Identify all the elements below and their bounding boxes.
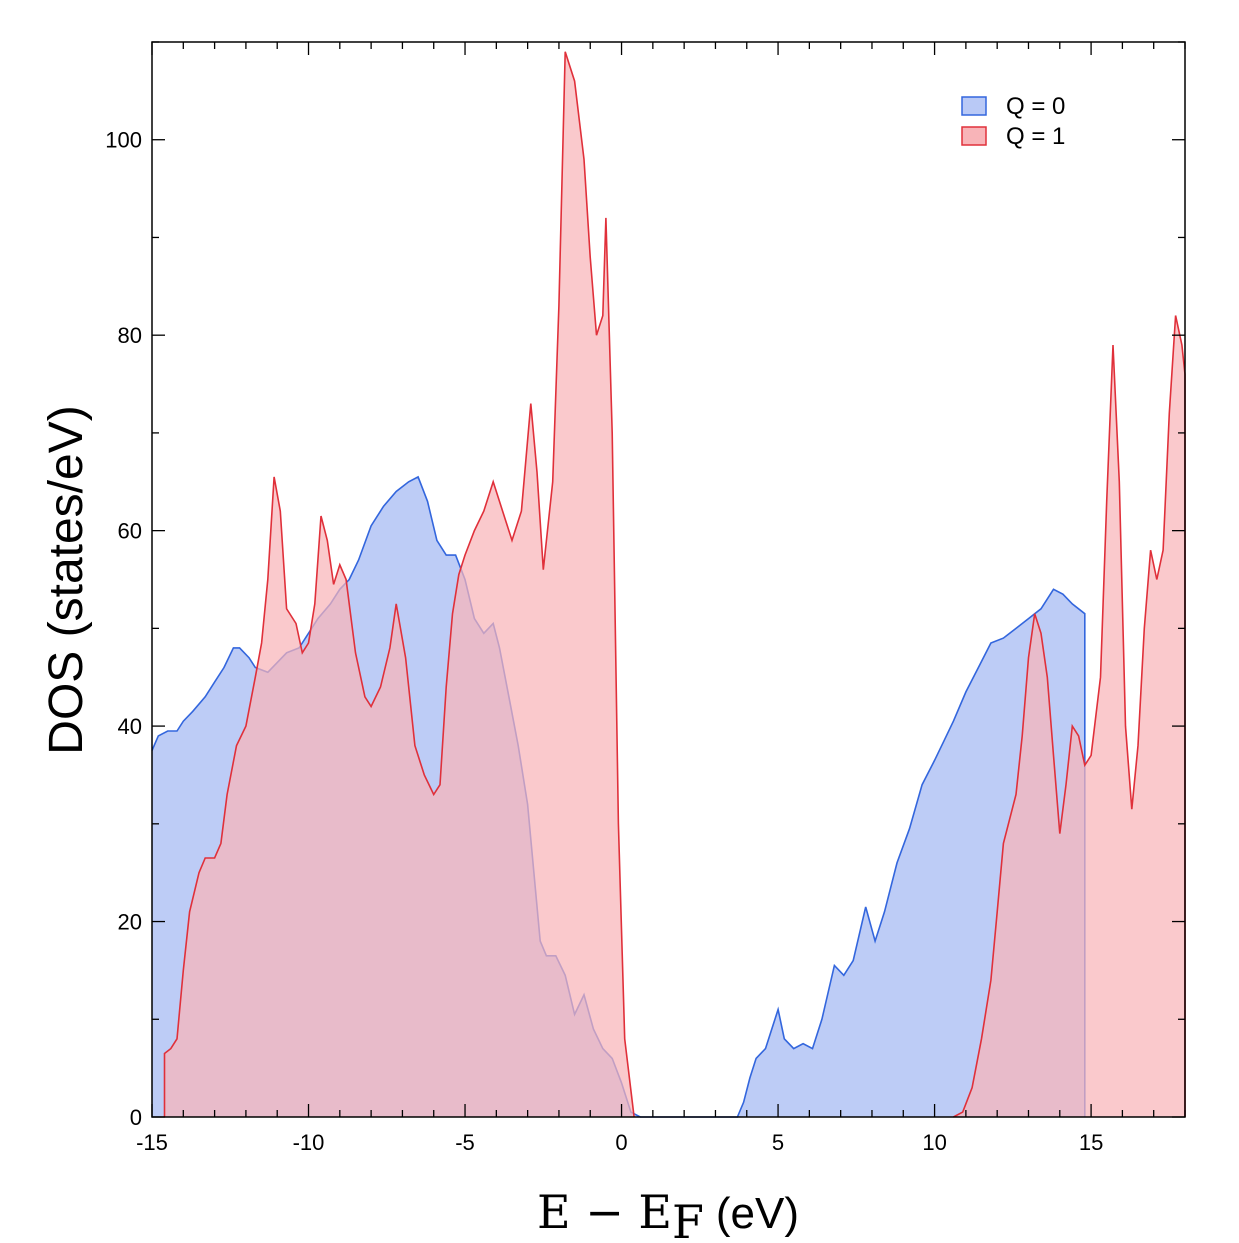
x-axis-title-subscript: F [672,1195,704,1243]
x-tick-label: 15 [1079,1130,1103,1155]
legend-swatch [961,126,987,146]
legend-swatch [961,96,987,116]
y-tick-label: 60 [118,519,142,544]
series-line-2 [953,315,1186,1118]
y-tick-label: 0 [130,1105,142,1130]
x-tick-label: 5 [772,1130,784,1155]
x-tick-label: -5 [455,1130,475,1155]
x-axis-title: E − EF (eV) [537,1185,799,1243]
series-line-1 [163,51,635,1118]
plot-frame [151,41,1186,1118]
series-area-1 [164,51,635,1117]
y-tick-label: 100 [105,128,142,153]
y-tick-labels: 0 20 40 60 80 100 [105,128,142,1130]
y-tick-label: 80 [118,323,142,348]
x-tick-label: -10 [293,1130,325,1155]
x-tick-label: 10 [922,1130,946,1155]
y-tick-label: 40 [118,714,142,739]
legend-label: Q = 0 [1006,93,1065,120]
x-tick-label: 0 [615,1130,627,1155]
x-tick-label: -15 [136,1130,168,1155]
legend-label: Q = 1 [1006,123,1065,150]
x-axis-title-main: E − E [537,1185,672,1239]
series-layer [151,51,1186,1118]
y-axis-title: DOS (states/eV) [40,405,93,754]
ticks-layer [151,41,1186,1118]
legend: Q = 0 Q = 1 [961,93,1065,150]
series-area-2 [953,315,1185,1118]
y-tick-label: 20 [118,910,142,935]
x-axis-title-unit: (eV) [716,1189,799,1238]
x-tick-labels: -15 -10 -5 0 5 10 15 [136,1130,1103,1155]
